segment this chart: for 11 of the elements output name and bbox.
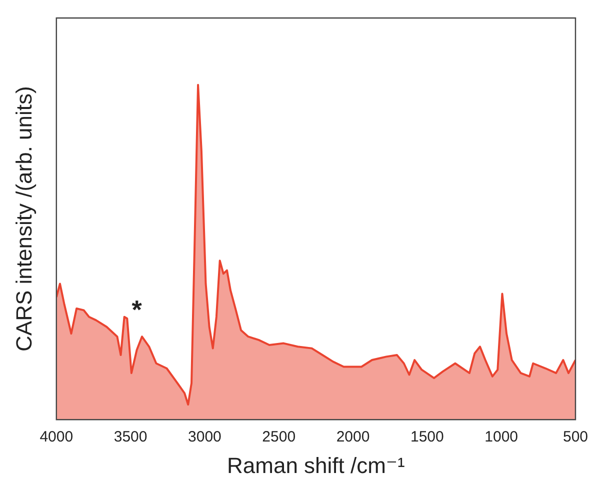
annotation: * <box>132 294 143 324</box>
x-tick-label: 2000 <box>336 428 370 446</box>
x-tick-label: 1500 <box>410 428 444 446</box>
x-axis-title: Raman shift /cm⁻¹ <box>227 452 405 478</box>
x-tick-label: 3500 <box>114 428 148 446</box>
x-tick-label: 1000 <box>484 428 518 446</box>
y-axis-title: CARS intensity /(arb. units) <box>11 86 36 352</box>
x-tick-label: 2500 <box>262 428 296 446</box>
x-tick-label: 500 <box>562 428 588 446</box>
x-tick-label: 4000 <box>40 428 74 446</box>
x-tick-label: 3000 <box>188 428 222 446</box>
